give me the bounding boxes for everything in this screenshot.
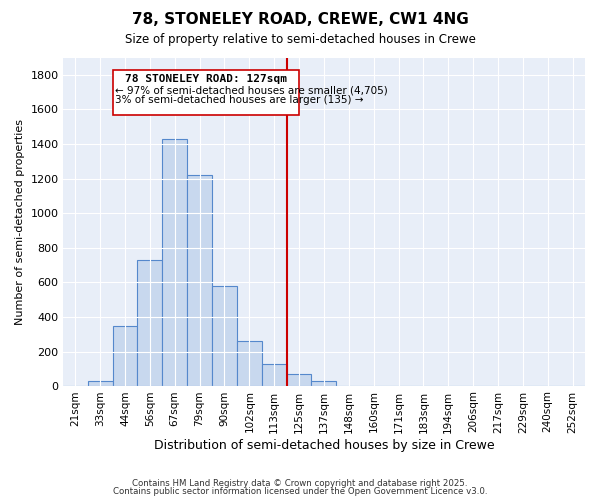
Bar (212, 286, 237, 386)
Bar (287, 374, 311, 386)
Bar (113, 326, 137, 386)
Bar (237, 342, 262, 386)
Text: Size of property relative to semi-detached houses in Crewe: Size of property relative to semi-detach… (125, 32, 475, 46)
Y-axis label: Number of semi-detached properties: Number of semi-detached properties (15, 119, 25, 325)
Text: Contains HM Land Registry data © Crown copyright and database right 2025.: Contains HM Land Registry data © Crown c… (132, 478, 468, 488)
Text: 78, STONELEY ROAD, CREWE, CW1 4NG: 78, STONELEY ROAD, CREWE, CW1 4NG (131, 12, 469, 28)
Bar (137, 260, 163, 386)
Text: 3% of semi-detached houses are larger (135) →: 3% of semi-detached houses are larger (1… (115, 94, 364, 104)
Text: 78 STONELEY ROAD: 127sqm: 78 STONELEY ROAD: 127sqm (125, 74, 287, 84)
X-axis label: Distribution of semi-detached houses by size in Crewe: Distribution of semi-detached houses by … (154, 440, 494, 452)
Bar (187, 175, 212, 386)
Bar (163, 139, 187, 386)
FancyBboxPatch shape (113, 70, 299, 114)
Text: Contains public sector information licensed under the Open Government Licence v3: Contains public sector information licen… (113, 487, 487, 496)
Bar (311, 381, 337, 386)
Bar (262, 364, 287, 386)
Text: ← 97% of semi-detached houses are smaller (4,705): ← 97% of semi-detached houses are smalle… (115, 85, 388, 95)
Bar (88, 381, 113, 386)
